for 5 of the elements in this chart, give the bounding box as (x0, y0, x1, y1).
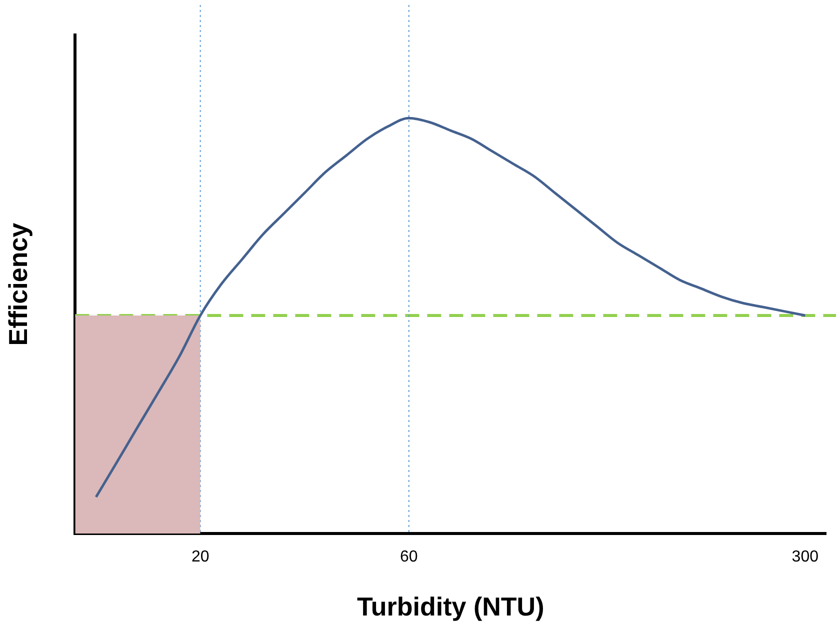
x-tick-label: 20 (191, 548, 210, 566)
x-tick-label: 300 (792, 548, 819, 566)
x-tick-label: 60 (400, 548, 418, 566)
x-axis-title: Turbidity (NTU) (356, 592, 544, 622)
y-axis-title: Efficiency (2, 222, 33, 346)
